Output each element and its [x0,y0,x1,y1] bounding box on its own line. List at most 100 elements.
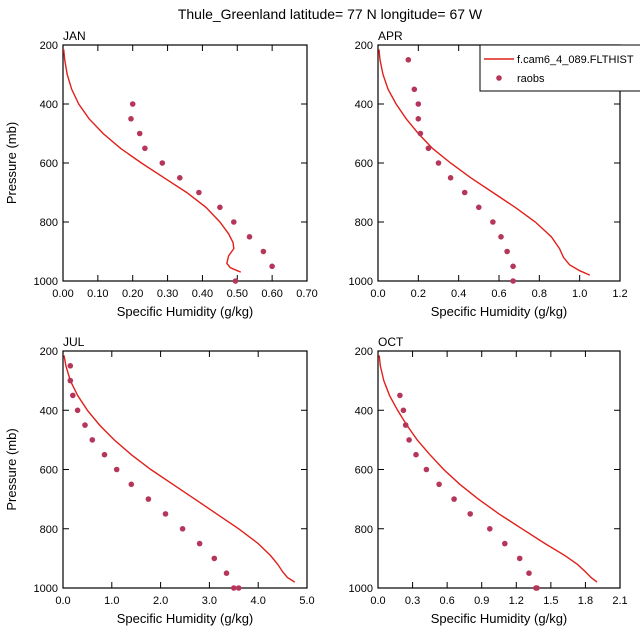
x-tick-label-oct-7: 2.1 [612,595,627,607]
obs-point-jul-4 [82,422,88,428]
x-tick-label-jul-0: 0.0 [55,595,70,607]
y-axis-label-jul: Pressure (mb) [4,428,19,510]
y-tick-label-apr-1: 400 [355,99,373,111]
obs-point-jan-10 [260,248,267,255]
obs-point-jan-11 [269,263,275,270]
obs-point-apr-6 [435,160,442,166]
plot-frame-oct [377,350,621,589]
x-tick-label-jul-2: 2.0 [153,595,168,607]
obs-point-apr-9 [476,204,482,211]
y-tick-label-oct-2: 600 [355,465,373,477]
obs-point-apr-12 [504,248,510,255]
obs-point-jul-10 [162,511,169,517]
obs-point-apr-3 [415,116,422,122]
obs-point-jul-11 [179,526,186,532]
panel-title-oct: OCT [378,335,404,349]
y-tick-label-oct-3: 800 [355,524,373,536]
x-tick-label-jan-2: 0.20 [122,288,143,300]
main-title: Thule_Greenland latitude= 77 N longitude… [178,6,483,22]
obs-point-oct-1 [400,407,407,414]
y-tick-label-jan-1: 400 [40,99,58,111]
obs-point-jul-3 [74,407,81,414]
obs-point-jul-16 [235,585,242,591]
x-tick-label-jan-5: 0.50 [227,288,248,300]
obs-point-jul-9 [145,496,152,502]
obs-point-jul-7 [113,466,120,473]
legend-model-label: f.cam6_4_089.FLTHIST [517,54,634,66]
x-tick-label-jan-6: 0.60 [261,288,282,300]
x-tick-label-oct-5: 1.5 [543,595,558,607]
y-tick-label-jul-2: 600 [40,465,58,477]
x-tick-label-oct-3: 0.9 [474,595,489,607]
y-tick-label-oct-0: 200 [355,346,373,358]
obs-point-apr-11 [498,234,504,240]
x-tick-label-apr-5: 1.0 [572,288,587,300]
x-axis-label-jul: Specific Humidity (g/kg) [117,611,254,626]
x-tick-label-apr-3: 0.6 [491,288,506,300]
model-line-jan [63,49,242,273]
obs-point-apr-10 [490,219,496,225]
legend-box [479,44,640,92]
model-line-jul [63,355,296,583]
obs-point-apr-13 [510,263,516,270]
obs-point-jul-1 [67,377,74,384]
obs-point-jan-6 [196,189,202,196]
y-tick-label-jan-4: 1000 [34,276,58,288]
obs-point-jan-0 [129,101,136,107]
obs-point-apr-2 [415,101,422,107]
x-tick-label-jul-4: 4.0 [251,595,266,607]
obs-point-jul-0 [67,363,74,369]
obs-point-oct-11 [516,555,523,562]
y-tick-label-apr-3: 800 [355,217,373,229]
panel-oct: OCT 0.0 0.3 0.6 0.9 1.2 1.5 1.8 2.1 200 400 600 800 1… [349,335,628,626]
x-tick-label-apr-2: 0.4 [451,288,466,300]
x-tick-label-jan-7: 0.70 [296,288,317,300]
obs-point-jul-8 [128,481,135,488]
obs-point-oct-6 [436,481,442,488]
obs-point-oct-8 [467,511,474,517]
obs-point-jan-4 [159,160,166,166]
y-tick-label-jan-0: 200 [40,40,58,52]
plot-frame-jan [62,44,308,282]
obs-point-oct-10 [502,540,508,547]
model-line-oct [378,355,598,583]
x-tick-label-jan-3: 0.30 [157,288,178,300]
obs-point-jan-7 [217,204,223,211]
x-axis-label-apr: Specific Humidity (g/kg) [431,304,568,319]
x-axis-label-jan: Specific Humidity (g/kg) [117,304,254,319]
obs-point-oct-7 [451,496,457,502]
plot-frame-jul [62,350,308,589]
obs-point-jul-14 [223,570,230,576]
obs-point-apr-4 [417,130,424,137]
obs-point-jan-12 [232,278,239,284]
obs-point-apr-1 [411,86,418,93]
obs-point-oct-5 [423,466,430,473]
y-tick-label-jul-0: 200 [40,346,58,358]
x-tick-label-jul-1: 1.0 [104,595,119,607]
legend-obs-marker [496,75,502,81]
model-line-apr [378,49,591,276]
obs-point-oct-14 [533,585,539,591]
y-tick-label-jul-4: 1000 [34,583,58,595]
obs-point-oct-4 [413,451,419,458]
x-tick-label-apr-4: 0.8 [532,288,547,300]
obs-point-jan-3 [142,145,148,152]
panel-title-apr: APR [378,29,403,43]
panel-apr: APR 0.0 0.2 0.4 0.6 0.8 1.0 1.2 200 400 600 800 1000… [349,29,628,319]
obs-point-jul-5 [89,437,96,443]
obs-point-jan-2 [136,130,143,137]
x-tick-label-jul-3: 3.0 [202,595,217,607]
legend-obs-label: raobs [517,73,545,85]
obs-point-oct-2 [402,422,409,428]
x-tick-label-jul-5: 5.0 [299,595,314,607]
legend: f.cam6_4_089.FLTHIST raobs [479,44,640,92]
x-tick-label-apr-0: 0.0 [370,288,385,300]
obs-point-jul-12 [196,540,203,547]
panel-jan: JAN 0.00 0.10 0.20 0.30 0.40 0.50 0.60 0.70 200 40… [4,29,318,319]
obs-point-jan-8 [231,219,237,225]
y-tick-label-jul-3: 800 [40,524,58,536]
obs-point-jul-2 [70,392,76,399]
obs-point-jul-15 [231,585,237,591]
x-tick-label-jan-1: 0.10 [87,288,108,300]
